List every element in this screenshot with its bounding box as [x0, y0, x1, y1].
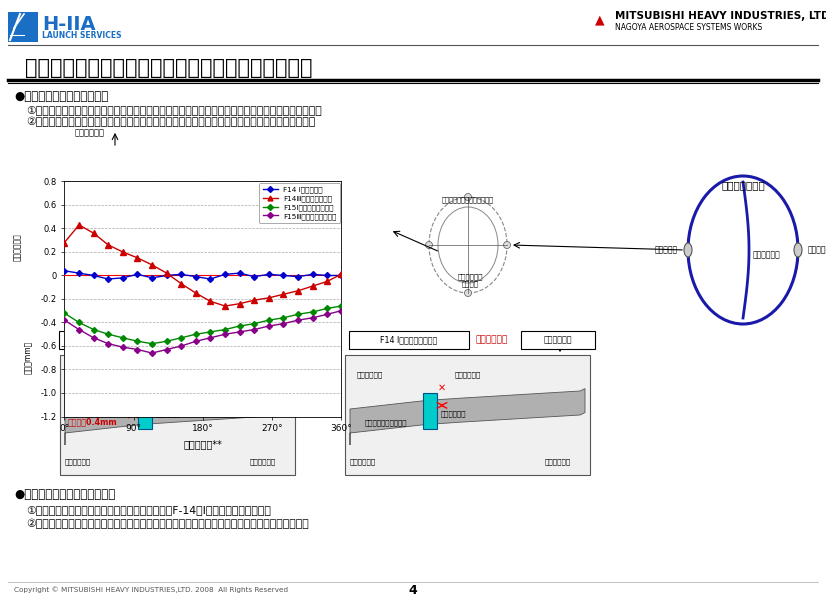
Text: ②ダイアフラム気密試験圧力が運用時作動圧力より小さく、隙間からの漏洩が検出できなかった。: ②ダイアフラム気密試験圧力が運用時作動圧力より小さく、隙間からの漏洩が検出できな…: [26, 117, 316, 127]
Text: LAUNCH SERVICES: LAUNCH SERVICES: [42, 32, 121, 40]
Text: 推薬ポート: 推薬ポート: [655, 246, 678, 255]
Polygon shape: [65, 389, 290, 445]
Text: センタリング: センタリング: [72, 372, 98, 378]
Text: ２．不適合品の原因調査結果と機体搭載品の健全性: ２．不適合品の原因調査結果と機体搭載品の健全性: [25, 58, 312, 78]
Text: 加圧ポート側
より見る: 加圧ポート側 より見る: [458, 273, 482, 287]
Ellipse shape: [794, 243, 802, 257]
Text: MITSUBISHI HEAVY INDUSTRIES, LTD.: MITSUBISHI HEAVY INDUSTRIES, LTD.: [615, 11, 826, 21]
Ellipse shape: [684, 243, 692, 257]
Text: ダイアフラム: ダイアフラム: [156, 410, 182, 416]
Text: 隙間発生部位: 隙間発生部位: [13, 233, 21, 261]
Text: ダイアフラム: ダイアフラム: [753, 250, 781, 259]
Text: ▲: ▲: [596, 14, 605, 27]
Polygon shape: [350, 389, 585, 445]
FancyBboxPatch shape: [8, 12, 38, 42]
Text: ダイアフラム: ダイアフラム: [441, 410, 467, 416]
Text: 押さえリング: 押さえリング: [455, 372, 482, 378]
Circle shape: [425, 242, 433, 249]
Text: ガスポート側: ガスポート側: [250, 458, 276, 465]
Text: ガスポート側: ガスポート側: [545, 458, 572, 465]
Text: シール部詳細: シール部詳細: [544, 336, 572, 345]
Circle shape: [504, 242, 510, 249]
Text: タンク内部構造: タンク内部構造: [721, 180, 765, 190]
FancyBboxPatch shape: [521, 331, 595, 349]
Text: センタリング: センタリング: [357, 372, 383, 378]
FancyBboxPatch shape: [345, 355, 590, 475]
Text: F14 Ⅰ軸タンク（良品）: F14 Ⅰ軸タンク（良品）: [381, 336, 438, 345]
Text: 隙間（mm）: 隙間（mm）: [24, 341, 33, 374]
X-axis label: 周方向位相**: 周方向位相**: [183, 439, 222, 449]
Text: クリアランス: クリアランス: [476, 336, 508, 345]
Text: H-IIA: H-IIA: [42, 14, 96, 33]
FancyBboxPatch shape: [138, 393, 152, 430]
Legend: F14 Ⅰ軸（良品）, F14Ⅲ軸（不適合品）, F15Ⅰ軸（交換タンク）, F15Ⅲ軸（交換タンク）: F14 Ⅰ軸（良品）, F14Ⅲ軸（不適合品）, F15Ⅰ軸（交換タンク）, F…: [259, 183, 340, 223]
Text: ●交換タンクの健全性確認結果: ●交換タンクの健全性確認結果: [14, 488, 116, 502]
FancyBboxPatch shape: [60, 355, 295, 475]
Circle shape: [464, 193, 472, 201]
Text: ●推進薬漏洩の原因調査結果: ●推進薬漏洩の原因調査結果: [14, 89, 108, 102]
Text: Copyright © MITSUBISHI HEAVY INDUSTRIES,LTD. 2008  All Rights Reserved: Copyright © MITSUBISHI HEAVY INDUSTRIES,…: [14, 587, 288, 593]
Text: 推薬ポート側: 推薬ポート側: [350, 458, 377, 465]
Text: 加圧ポート: 加圧ポート: [808, 246, 826, 255]
Text: ①シール部クリアランスは漏洩の問題がなかったF-14　Ⅰ軸側と同等であった。: ①シール部クリアランスは漏洩の問題がなかったF-14 Ⅰ軸側と同等であった。: [26, 505, 271, 515]
Text: ①ダイアフラムシール部の押さえリング取り付け時の寸法不良により、シール部に隙間が発生した。: ①ダイアフラムシール部の押さえリング取り付け時の寸法不良により、シール部に隙間が…: [26, 105, 322, 115]
FancyBboxPatch shape: [423, 393, 437, 430]
FancyBboxPatch shape: [59, 331, 191, 349]
Text: ②ダイアフラム運用時作動圧力による気密試験を５回実施し漏洩が発生しないことを確認した。: ②ダイアフラム運用時作動圧力による気密試験を５回実施し漏洩が発生しないことを確認…: [26, 519, 309, 529]
Circle shape: [464, 290, 472, 296]
Text: スキマ　0.4mm: スキマ 0.4mm: [68, 418, 117, 427]
Text: センタリングマーキング位置: センタリングマーキング位置: [442, 197, 494, 203]
FancyBboxPatch shape: [349, 331, 469, 349]
Text: 押さえリング: 押さえリング: [150, 372, 176, 378]
Text: NAGOYA AEROSPACE SYSTEMS WORKS: NAGOYA AEROSPACE SYSTEMS WORKS: [615, 23, 762, 33]
Text: 4: 4: [409, 584, 417, 595]
Text: 推薬ポート側: 推薬ポート側: [65, 458, 91, 465]
Text: 隙間発生部位: 隙間発生部位: [75, 129, 105, 137]
Text: F14 Ⅲ軸タンク（不適合品）: F14 Ⅲ軸タンク（不適合品）: [90, 336, 160, 345]
Text: 面圧が確保されている: 面圧が確保されている: [365, 419, 407, 426]
Text: ✕: ✕: [438, 383, 446, 393]
